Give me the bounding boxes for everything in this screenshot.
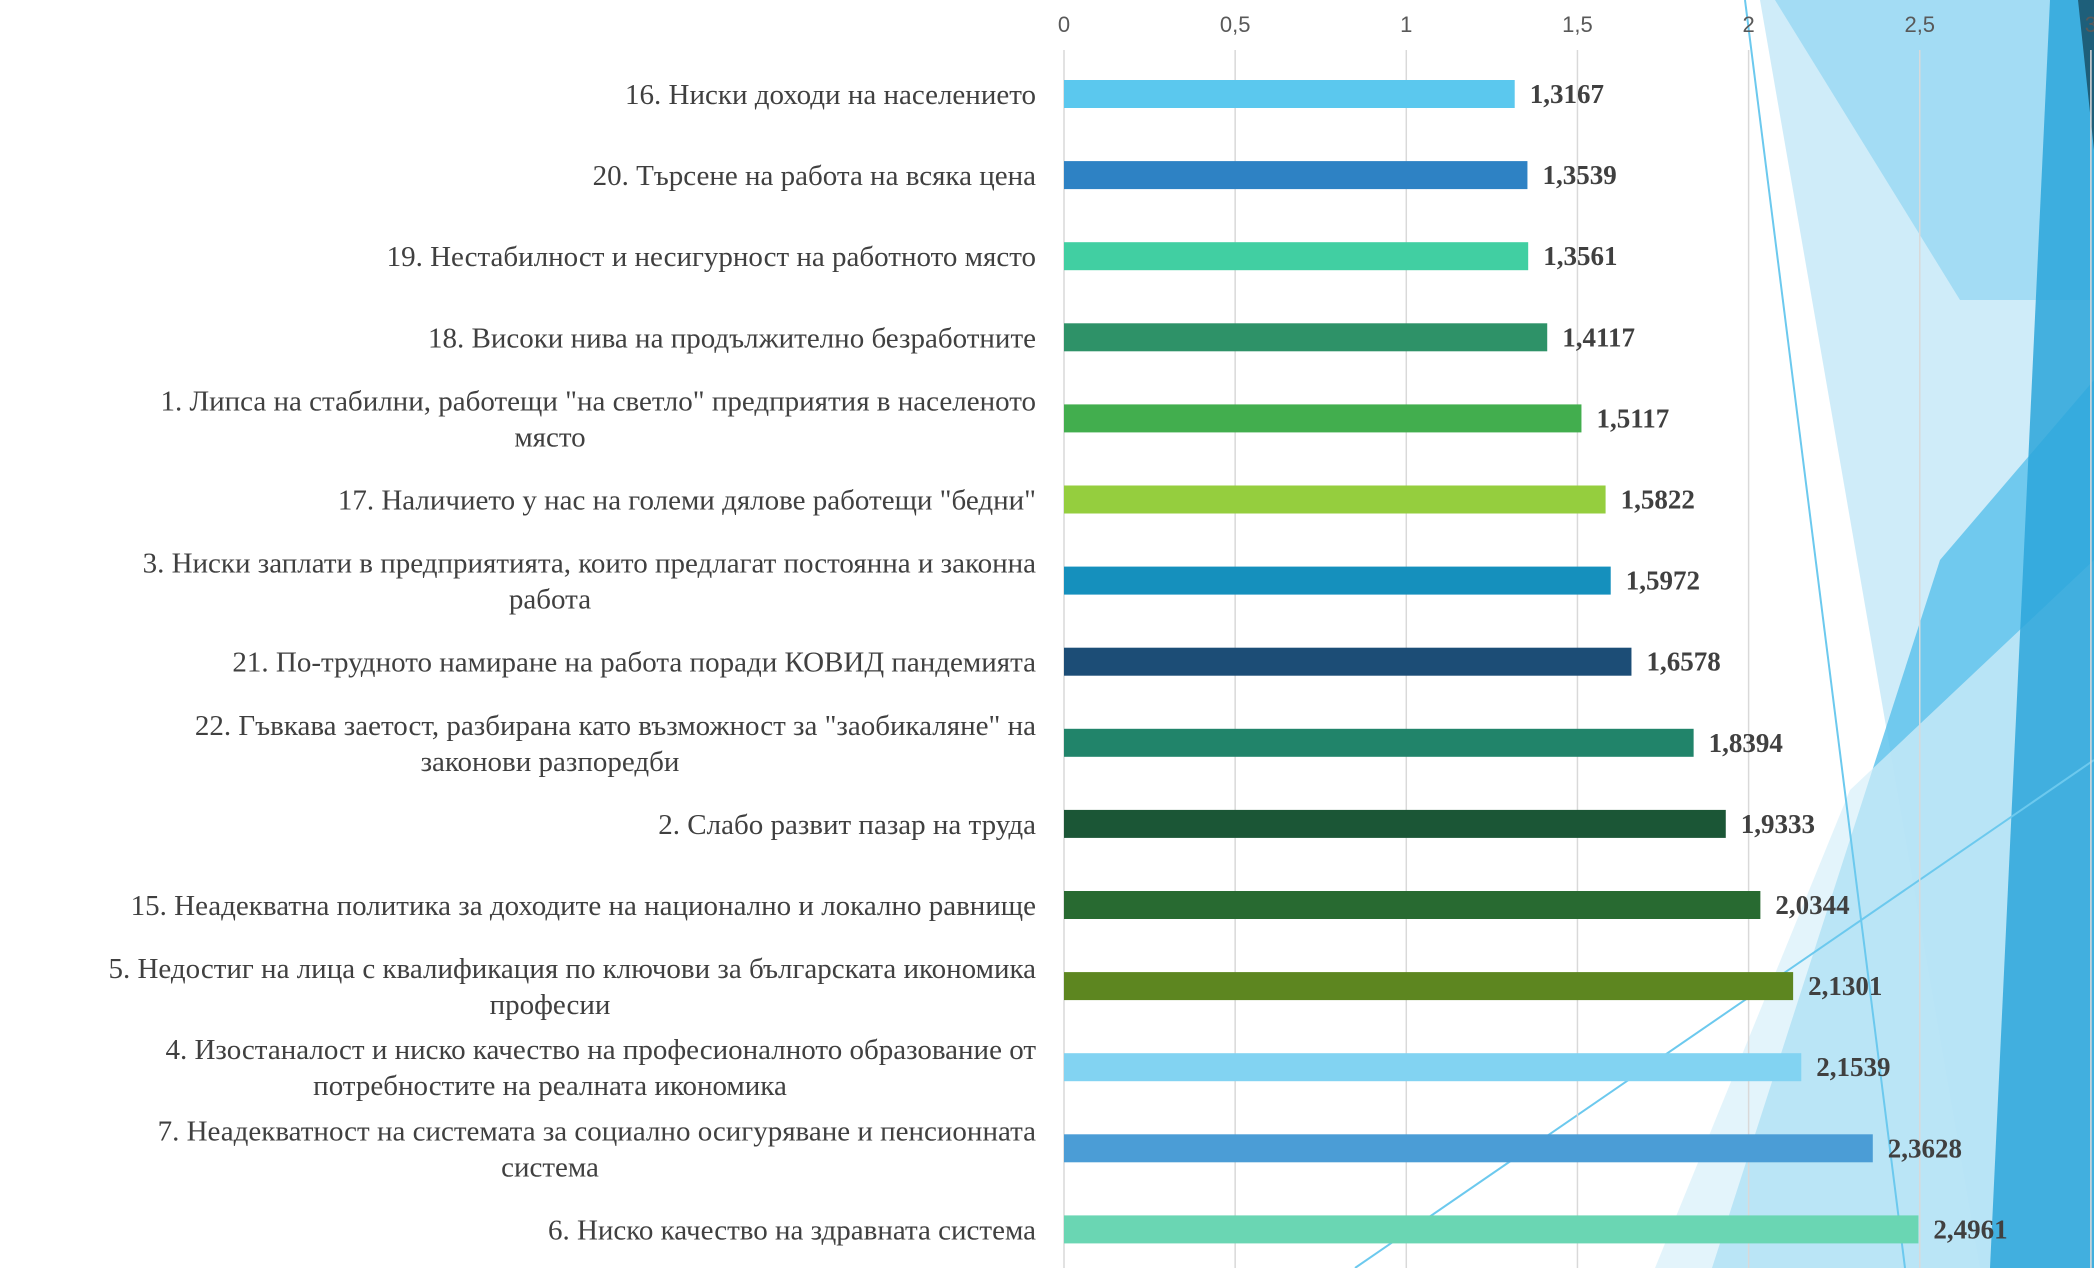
category-label: потребностите на реалната икономика xyxy=(313,1070,787,1102)
x-tick-label: 1,5 xyxy=(1562,12,1593,37)
category-label: 2. Слабо развит пазар на труда xyxy=(658,809,1036,841)
bar xyxy=(1064,728,1694,757)
x-tick-label: 1 xyxy=(1400,12,1412,37)
data-label: 1,5117 xyxy=(1596,403,1669,433)
data-label: 2,4961 xyxy=(1933,1214,2007,1244)
category-label: 21. По-трудното намиране на работа порад… xyxy=(232,647,1036,679)
data-labels: 1,3167 1,3539 1,3561 1,4117 1,5117 1,5822 1,59… xyxy=(1530,79,2008,1244)
data-label: 2,0344 xyxy=(1775,890,1849,920)
data-label: 1,5972 xyxy=(1626,566,1700,596)
data-label: 1,5822 xyxy=(1621,485,1695,515)
decor-triangle-edge xyxy=(2078,0,2094,150)
data-label: 2,1539 xyxy=(1816,1052,1890,1082)
bars xyxy=(1064,80,1919,1244)
decor-triangle-top xyxy=(1775,0,2094,300)
bar xyxy=(1064,891,1761,919)
bar xyxy=(1064,972,1794,1001)
category-label: 7. Неадекватност на системата за социалн… xyxy=(158,1115,1037,1147)
category-labels: 16. Ниски доходи на населението 20. Търсе… xyxy=(108,79,1036,1246)
data-label: 1,9333 xyxy=(1741,809,1815,839)
category-label: система xyxy=(501,1151,599,1183)
decor-triangle-deep xyxy=(1990,0,2094,1268)
data-label: 1,4117 xyxy=(1562,322,1635,352)
x-axis-tick-labels: 0 0,5 1 1,5 2 2,5 3 xyxy=(1058,12,2094,37)
category-label: 19. Нестабилност и несигурност на работн… xyxy=(387,241,1036,273)
data-label: 1,3539 xyxy=(1542,160,1616,190)
data-label: 2,3628 xyxy=(1888,1133,1962,1163)
category-label: 16. Ниски доходи на населението xyxy=(625,79,1036,111)
category-label: 18. Високи нива на продължително безрабо… xyxy=(428,322,1036,354)
category-label: 5. Недостиг на лица с квалификация по кл… xyxy=(108,953,1036,985)
category-label: законови разпоредби xyxy=(421,746,680,778)
category-label: 3. Ниски заплати в предприятията, които … xyxy=(143,548,1037,580)
bar xyxy=(1064,1053,1802,1082)
bar xyxy=(1064,404,1582,433)
bar xyxy=(1064,323,1548,352)
bar xyxy=(1064,1215,1919,1244)
category-label: 20. Търсене на работа на всяка цена xyxy=(593,160,1037,192)
decor-line xyxy=(1354,759,2094,1268)
bar xyxy=(1064,1134,1873,1163)
x-tick-label: 0 xyxy=(1058,12,1070,37)
category-label: 6. Ниско качество на здравната система xyxy=(548,1214,1036,1246)
bar xyxy=(1064,161,1528,190)
x-tick-label: 3 xyxy=(2085,12,2094,37)
bar xyxy=(1064,647,1632,676)
category-label: професии xyxy=(490,989,611,1021)
category-label: 17. Наличието у нас на големи дялове раб… xyxy=(338,485,1036,517)
data-label: 1,3167 xyxy=(1530,79,1604,109)
category-label: 15. Неадекватна политика за доходите на … xyxy=(131,890,1036,922)
category-label: 22. Гъвкава заетост, разбирана като възм… xyxy=(195,710,1036,742)
x-tick-label: 2 xyxy=(1742,12,1754,37)
decor-line xyxy=(1744,0,1906,1268)
x-tick-label: 0,5 xyxy=(1220,12,1251,37)
data-label: 1,6578 xyxy=(1646,647,1720,677)
bar xyxy=(1064,809,1726,838)
bar xyxy=(1064,242,1529,271)
bar xyxy=(1064,80,1515,108)
category-label: място xyxy=(514,421,585,453)
bar xyxy=(1064,485,1606,514)
category-label: 4. Изостаналост и ниско качество на проф… xyxy=(165,1034,1036,1066)
x-tick-label: 2,5 xyxy=(1904,12,1935,37)
data-label: 1,3561 xyxy=(1543,241,1617,271)
category-label: 1. Липса на стабилни, работещи "на светл… xyxy=(160,385,1036,417)
bar xyxy=(1064,566,1611,595)
decor-triangle-pale xyxy=(1655,560,2094,1268)
data-label: 1,8394 xyxy=(1709,728,1783,758)
data-label: 2,1301 xyxy=(1808,971,1882,1001)
category-label: работа xyxy=(509,584,591,616)
